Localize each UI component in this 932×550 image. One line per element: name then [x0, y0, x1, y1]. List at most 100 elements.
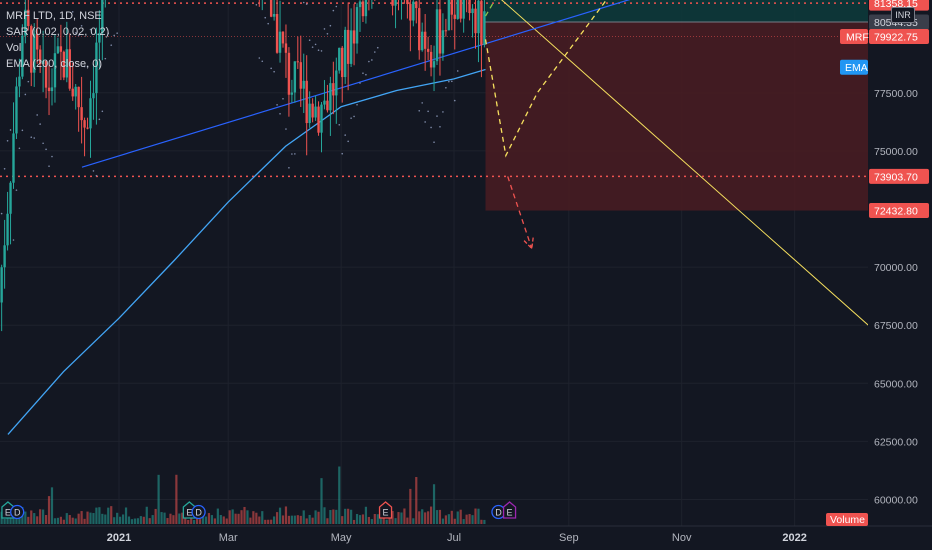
price-axis-label: 77500.00: [874, 88, 918, 100]
volume-bar: [187, 519, 190, 524]
indicator-lines[interactable]: [7, 0, 932, 435]
volume-bar: [421, 509, 424, 524]
profit-zone[interactable]: [485, 0, 932, 23]
volume-bar: [77, 513, 80, 524]
projection-path-1[interactable]: [484, 0, 718, 158]
event-marker-e[interactable]: E: [502, 501, 517, 519]
sar-dot: [110, 44, 113, 46]
legend-symbol[interactable]: MRF LTD, 1D, NSE: [6, 10, 102, 22]
volume-bar: [299, 515, 302, 524]
sar-dot: [18, 147, 21, 150]
legend-sar[interactable]: SAR (0.02, 0.02, 0.2): [6, 26, 110, 38]
volume-bar: [222, 516, 225, 524]
legend-vol[interactable]: Vol: [6, 42, 22, 54]
volume-bar: [166, 518, 169, 524]
volume-bar: [231, 509, 234, 524]
event-marker-d[interactable]: D: [10, 504, 25, 520]
volume-bar: [136, 518, 139, 524]
price-axis[interactable]: 100000.0097500.0095000.0092500.0090000.0…: [868, 0, 932, 526]
earnings-icon[interactable]: [378, 501, 393, 519]
dividend-icon[interactable]: [10, 504, 25, 520]
event-marker-d[interactable]: D: [191, 504, 206, 520]
volume-bar: [344, 508, 347, 524]
candle-body: [293, 61, 297, 93]
earnings-icon[interactable]: [502, 501, 517, 519]
sar-dot: [98, 118, 101, 121]
ema-line[interactable]: [7, 68, 486, 435]
candle-body: [346, 29, 350, 64]
volume-bar: [264, 519, 267, 524]
candle-body: [447, 0, 451, 31]
projection-path-2[interactable]: [507, 176, 533, 249]
price-axis-label: 75000.00: [874, 146, 918, 158]
volume-bar: [237, 513, 240, 524]
volume-bar: [74, 518, 77, 524]
sar-dot: [350, 117, 352, 119]
candle-body: [281, 31, 285, 44]
volume-bar: [314, 510, 317, 524]
volume-bar: [86, 511, 89, 524]
volume-bar: [127, 516, 131, 524]
candle-body: [6, 213, 9, 246]
volume-bar: [110, 506, 113, 524]
volume-bar: [341, 516, 344, 524]
candle-body: [9, 182, 12, 214]
time-axis[interactable]: 2021 Mar May Jul Sep Nov 2022: [0, 525, 932, 544]
candle-body: [71, 88, 74, 97]
projection-arrows[interactable]: [484, 0, 718, 250]
volume-bar: [119, 516, 122, 524]
volume-bar: [326, 518, 329, 524]
volume-bar: [169, 513, 172, 524]
event-marker-d[interactable]: D: [491, 504, 506, 520]
volume-bar: [204, 516, 208, 524]
volume-bar: [462, 519, 465, 524]
volume-bar: [228, 510, 231, 524]
sar-dot: [0, 212, 3, 215]
sar-dot: [305, 3, 308, 5]
candle-body: [317, 106, 320, 133]
event-marker-e[interactable]: E: [378, 501, 393, 519]
horizontal-levels[interactable]: [0, 2, 868, 178]
candle-body: [391, 0, 394, 6]
volume-bar: [400, 512, 403, 524]
candle-body: [308, 103, 311, 124]
legend-ema[interactable]: EMA (200, close, 0): [6, 58, 102, 70]
candle-body: [456, 0, 459, 19]
chart-legend[interactable]: MRF LTD, 1D, NSE SAR (0.02, 0.02, 0.2) V…: [6, 8, 109, 72]
volume-bar: [379, 518, 382, 524]
sar-dot: [89, 28, 92, 31]
trendline[interactable]: [169, 0, 932, 416]
candle-body: [77, 86, 80, 108]
volume-bar: [255, 512, 258, 524]
sar-dot: [344, 134, 346, 136]
candle-body: [361, 1, 365, 17]
volume-bar: [403, 508, 406, 524]
position-zones[interactable]: [485, 0, 932, 211]
sar-dot: [353, 115, 355, 118]
sar-dot: [12, 239, 15, 241]
sar-dot: [424, 121, 426, 123]
volume-bar: [444, 515, 447, 524]
volume-bar: [338, 466, 341, 524]
loss-zone[interactable]: [485, 22, 932, 211]
candle-body: [65, 49, 69, 78]
sar-dot: [347, 140, 349, 143]
sar-dot: [359, 82, 361, 84]
event-marker-letter: E: [5, 508, 11, 518]
volume-bar: [53, 518, 57, 524]
candle-body: [480, 0, 483, 45]
volume-bar: [355, 513, 359, 524]
candle-body: [349, 30, 353, 64]
candle-body: [92, 93, 95, 99]
currency-badge[interactable]: INR: [891, 7, 915, 23]
sar-dot: [273, 70, 275, 73]
volume-bar: [234, 513, 237, 524]
channel-line[interactable]: [81, 0, 932, 168]
volume-bar: [246, 510, 249, 524]
sar-dot: [356, 103, 358, 106]
dividend-icon[interactable]: [191, 504, 206, 520]
sar-dot: [317, 49, 320, 51]
candle-body: [394, 0, 397, 6]
